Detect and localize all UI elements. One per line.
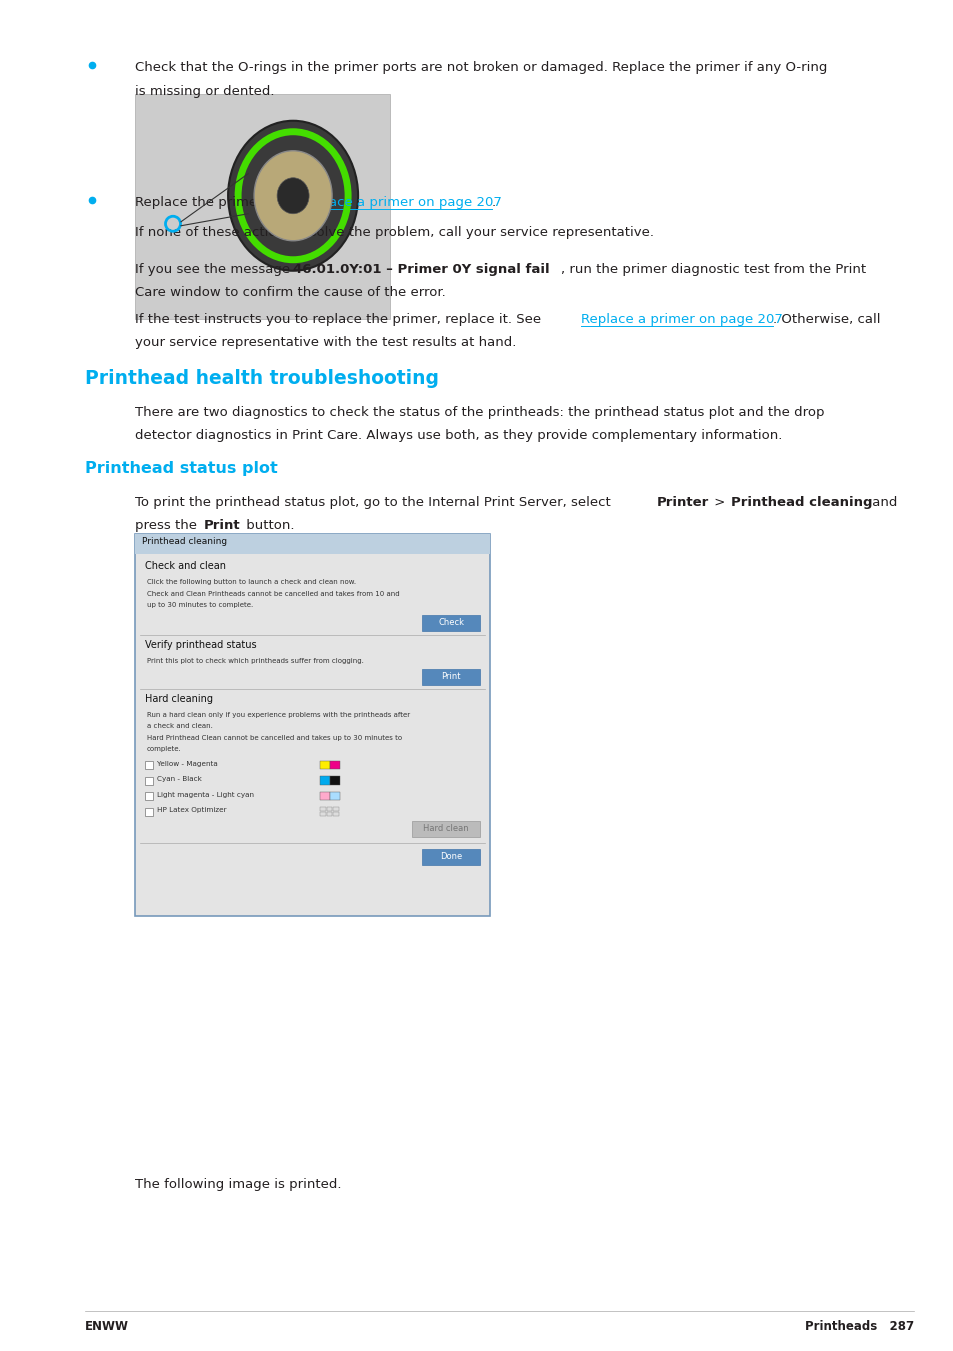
Text: Printhead cleaning: Printhead cleaning	[730, 496, 871, 509]
Bar	[319, 761, 329, 769]
Text: Printhead status plot: Printhead status plot	[85, 461, 277, 476]
Text: Printheads   287: Printheads 287	[804, 1320, 913, 1333]
Bar	[145, 808, 152, 816]
Bar	[333, 812, 338, 816]
Bar	[326, 808, 332, 811]
Bar	[330, 775, 339, 785]
Bar	[145, 792, 152, 800]
Text: To print the printhead status plot, go to the Internal Print Server, select: To print the printhead status plot, go t…	[135, 496, 615, 509]
Text: complete.: complete.	[147, 746, 182, 751]
Text: Run a hard clean only if you experience problems with the printheads after: Run a hard clean only if you experience …	[147, 712, 410, 719]
Text: button.: button.	[242, 520, 294, 532]
Text: Yellow - Magenta: Yellow - Magenta	[157, 761, 217, 766]
Bar	[421, 669, 479, 685]
Bar	[326, 812, 332, 816]
Text: ENWW: ENWW	[85, 1320, 129, 1333]
Text: Done: Done	[439, 852, 461, 861]
Text: Printer: Printer	[656, 496, 708, 509]
Bar	[330, 761, 339, 769]
Text: Replace the primer. See: Replace the primer. See	[135, 196, 298, 209]
Text: HP Latex Optimizer: HP Latex Optimizer	[157, 807, 227, 813]
Text: .: .	[491, 196, 496, 209]
Text: There are two diagnostics to check the status of the printheads: the printhead s: There are two diagnostics to check the s…	[135, 407, 823, 419]
Text: If you see the message: If you see the message	[135, 263, 294, 276]
Text: Hard cleaning: Hard cleaning	[145, 694, 213, 704]
Bar	[319, 775, 329, 785]
Text: The following image is printed.: The following image is printed.	[135, 1178, 341, 1192]
Bar	[330, 792, 339, 800]
Text: your service representative with the test results at hand.: your service representative with the tes…	[135, 336, 516, 350]
Ellipse shape	[276, 178, 309, 213]
Text: If the test instructs you to replace the primer, replace it. See: If the test instructs you to replace the…	[135, 313, 545, 326]
Bar	[135, 95, 390, 319]
Bar	[135, 534, 490, 554]
Text: Check and Clean Printheads cannot be cancelled and takes from 10 and: Check and Clean Printheads cannot be can…	[147, 590, 399, 597]
Text: press the: press the	[135, 520, 201, 532]
Text: and: and	[867, 496, 897, 509]
Bar	[319, 792, 329, 800]
Bar	[412, 820, 479, 836]
Text: Hard clean: Hard clean	[423, 824, 468, 834]
Text: Click the following button to launch a check and clean now.: Click the following button to launch a c…	[147, 580, 355, 585]
Bar	[421, 615, 479, 631]
Ellipse shape	[253, 151, 332, 240]
Text: Replace a primer on page 207: Replace a primer on page 207	[299, 196, 501, 209]
Text: Print this plot to check which printheads suffer from clogging.: Print this plot to check which printhead…	[147, 658, 363, 665]
Text: a check and clean.: a check and clean.	[147, 724, 213, 730]
Bar	[319, 812, 326, 816]
Text: Verify printhead status: Verify printhead status	[145, 640, 256, 650]
Bar	[421, 848, 479, 865]
Text: up to 30 minutes to complete.: up to 30 minutes to complete.	[147, 603, 253, 608]
Bar	[319, 808, 326, 811]
Bar	[145, 761, 152, 769]
Text: Check that the O-rings in the primer ports are not broken or damaged. Replace th: Check that the O-rings in the primer por…	[135, 61, 826, 74]
Bar	[135, 534, 490, 916]
Text: Light magenta - Light cyan: Light magenta - Light cyan	[157, 792, 253, 797]
Text: Cyan - Black: Cyan - Black	[157, 775, 202, 782]
Text: Print: Print	[441, 671, 460, 681]
Text: 46.01.0Y:01 – Primer 0Y signal fail: 46.01.0Y:01 – Primer 0Y signal fail	[293, 263, 549, 276]
Text: Printhead cleaning: Printhead cleaning	[142, 536, 227, 546]
Text: Print: Print	[203, 520, 240, 532]
Text: Check: Check	[437, 617, 463, 627]
Ellipse shape	[228, 120, 357, 270]
Text: Care window to confirm the cause of the error.: Care window to confirm the cause of the …	[135, 286, 445, 300]
Text: If none of these actions resolve the problem, call your service representative.: If none of these actions resolve the pro…	[135, 226, 654, 239]
Text: detector diagnostics in Print Care. Always use both, as they provide complementa: detector diagnostics in Print Care. Alwa…	[135, 430, 781, 443]
Text: >: >	[709, 496, 729, 509]
Bar	[145, 777, 152, 785]
Text: Hard Printhead Clean cannot be cancelled and takes up to 30 minutes to: Hard Printhead Clean cannot be cancelled…	[147, 735, 402, 740]
Text: Printhead health troubleshooting: Printhead health troubleshooting	[85, 369, 438, 388]
Text: Check and clean: Check and clean	[145, 561, 226, 571]
Text: , run the primer diagnostic test from the Print: , run the primer diagnostic test from th…	[560, 263, 865, 276]
Bar	[333, 808, 338, 811]
Text: Replace a primer on page 207: Replace a primer on page 207	[580, 313, 782, 326]
Text: . Otherwise, call: . Otherwise, call	[772, 313, 880, 326]
Text: is missing or dented.: is missing or dented.	[135, 85, 274, 97]
